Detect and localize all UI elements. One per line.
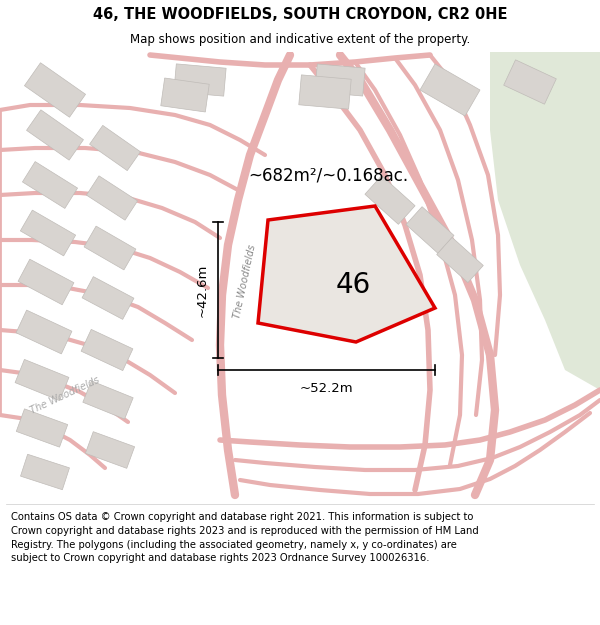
Polygon shape [86, 176, 137, 220]
Polygon shape [82, 277, 134, 319]
Polygon shape [503, 60, 556, 104]
Polygon shape [161, 78, 209, 112]
Text: Contains OS data © Crown copyright and database right 2021. This information is : Contains OS data © Crown copyright and d… [11, 512, 479, 563]
Polygon shape [16, 310, 72, 354]
Polygon shape [490, 52, 600, 390]
Polygon shape [83, 381, 133, 419]
Polygon shape [174, 64, 226, 96]
Polygon shape [81, 329, 133, 371]
Polygon shape [25, 62, 86, 118]
Text: The Woodfields: The Woodfields [232, 244, 258, 320]
Text: The Woodfields: The Woodfields [29, 374, 101, 416]
Text: ~52.2m: ~52.2m [299, 381, 353, 394]
Polygon shape [15, 359, 69, 401]
Text: 46, THE WOODFIELDS, SOUTH CROYDON, CR2 0HE: 46, THE WOODFIELDS, SOUTH CROYDON, CR2 0… [93, 7, 507, 22]
Polygon shape [406, 207, 454, 253]
Polygon shape [20, 454, 70, 490]
Polygon shape [85, 432, 134, 468]
Text: ~682m²/~0.168ac.: ~682m²/~0.168ac. [248, 166, 408, 184]
Polygon shape [22, 162, 77, 208]
Polygon shape [84, 226, 136, 270]
Polygon shape [299, 75, 351, 109]
Polygon shape [16, 409, 68, 447]
Polygon shape [18, 259, 74, 305]
Text: Map shows position and indicative extent of the property.: Map shows position and indicative extent… [130, 32, 470, 46]
Text: ~42.6m: ~42.6m [196, 263, 209, 317]
Polygon shape [420, 64, 480, 116]
Polygon shape [437, 238, 484, 282]
Polygon shape [258, 206, 435, 342]
Polygon shape [89, 126, 140, 171]
Text: 46: 46 [336, 271, 371, 299]
Polygon shape [365, 176, 415, 224]
Polygon shape [315, 64, 365, 96]
Polygon shape [26, 110, 83, 160]
Polygon shape [20, 210, 76, 256]
